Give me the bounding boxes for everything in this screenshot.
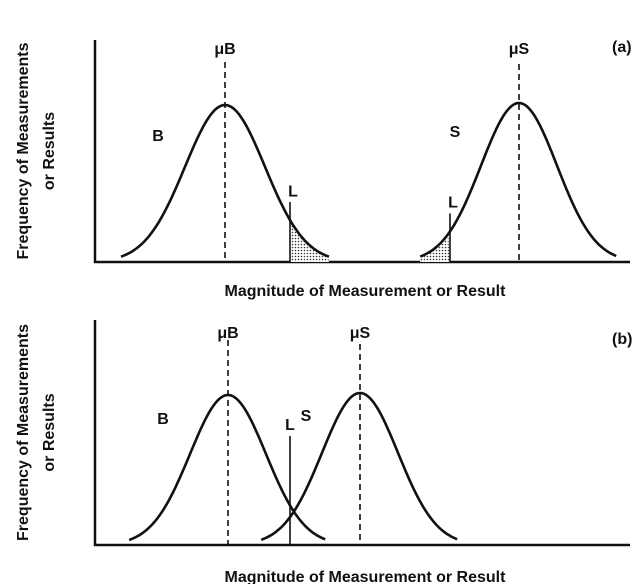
distribution-curve: [419, 101, 617, 258]
y-axis-label: or Results: [41, 112, 58, 190]
mean-label: μS: [509, 41, 530, 58]
limit-label: L: [285, 417, 295, 434]
shaded-tail: [290, 220, 329, 262]
x-axis-label: Magnitude of Measurement or Result: [225, 569, 507, 584]
mean-label: μB: [217, 325, 238, 342]
panel: Frequency of Measurements or Results Magni…: [15, 39, 631, 300]
y-axis-label: Frequency of Measurements: [15, 324, 32, 541]
panel: Frequency of Measurements or Results Magni…: [15, 320, 632, 584]
mean-label: μS: [350, 325, 371, 342]
distribution-curve: [260, 391, 458, 542]
axes: [93, 40, 630, 264]
y-axis-label: Frequency of Measurements: [15, 42, 32, 259]
panel-tag: (b): [612, 331, 632, 348]
y-axis-label: or Results: [41, 393, 58, 471]
mean-label: μB: [214, 41, 235, 58]
curve-label: S: [301, 408, 312, 425]
curve-label: S: [450, 124, 461, 141]
limit-label: L: [448, 195, 458, 212]
axes: [93, 320, 630, 547]
x-axis-label: Magnitude of Measurement or Result: [225, 283, 507, 300]
panels: Frequency of Measurements or Results Magni…: [15, 39, 632, 584]
curve-label: B: [157, 411, 169, 428]
limit-label: L: [288, 183, 298, 200]
panel-tag: (a): [612, 39, 632, 56]
curve-label: B: [152, 128, 164, 145]
